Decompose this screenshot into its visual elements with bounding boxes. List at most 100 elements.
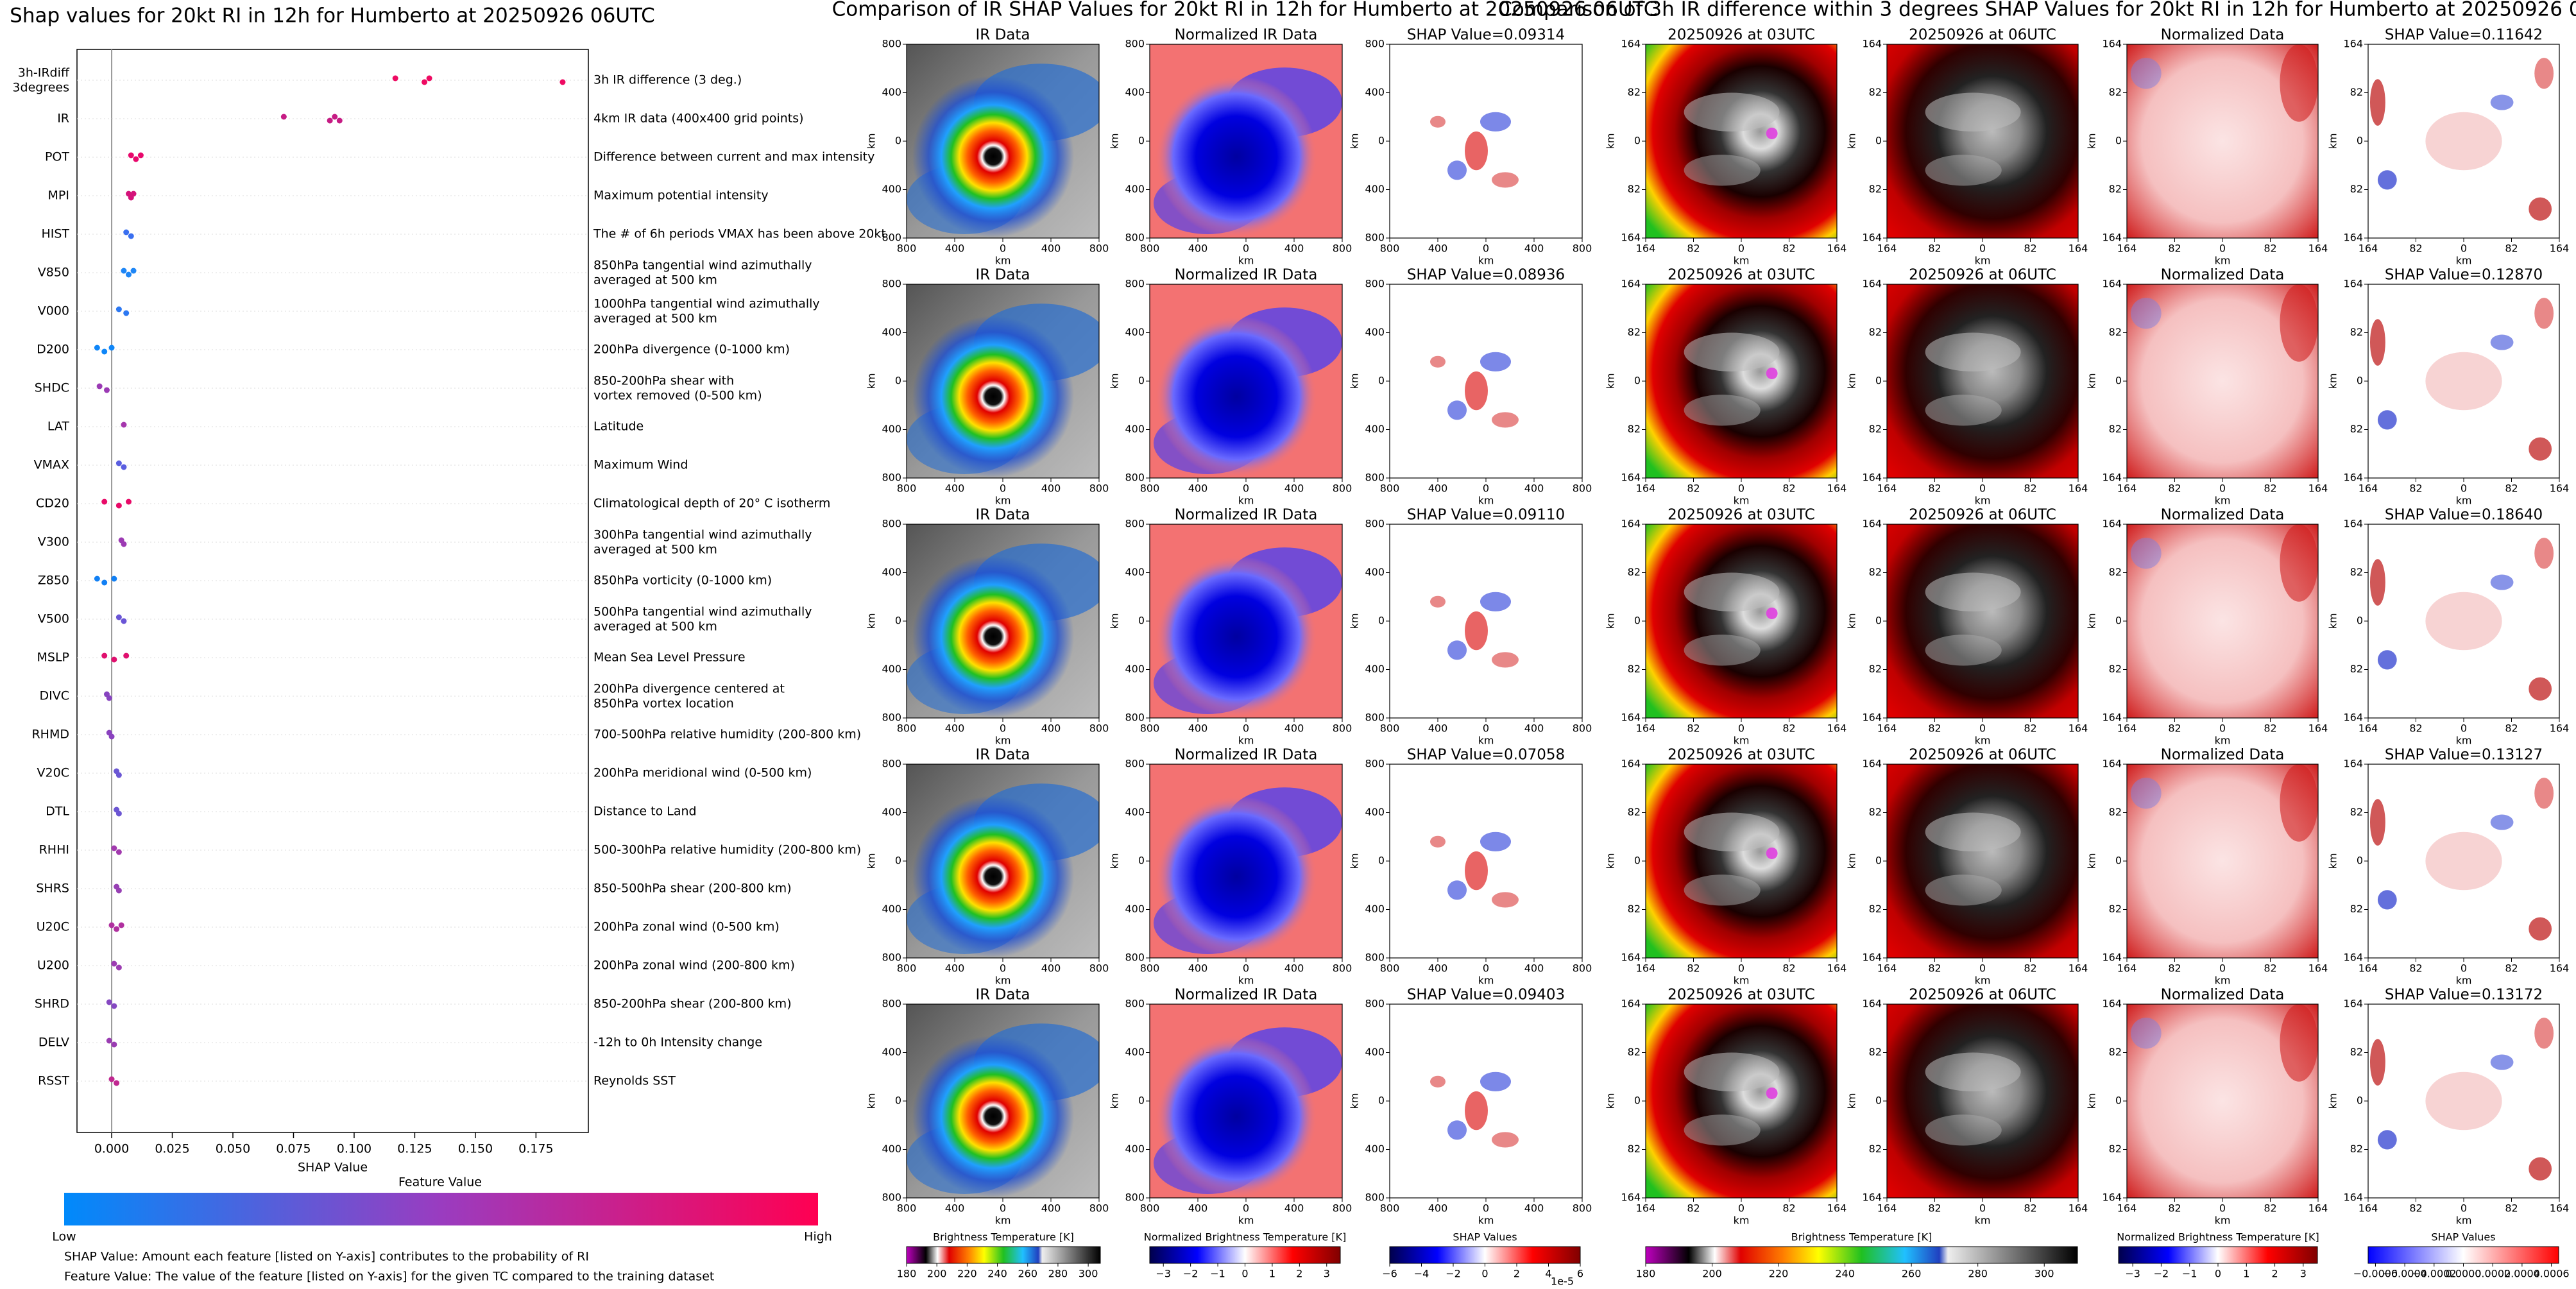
x-tick-label: 82 <box>2168 962 2181 975</box>
y-tick-label: U20C <box>37 920 69 934</box>
image-group <box>1887 284 2078 478</box>
x-tick-label: 0 <box>1979 1202 1986 1215</box>
y-tick-label: 82 <box>2350 183 2363 195</box>
x-tick-label: 400 <box>945 722 965 735</box>
y-tick-label: 0 <box>1634 1095 1641 1107</box>
image-feature <box>1766 847 1778 859</box>
subplot-title: 20250926 at 06UTC <box>1909 987 2056 1003</box>
feature-description: 200hPa divergence centered at 850hPa vort… <box>593 681 785 710</box>
colorbar-tick-label: 280 <box>1968 1268 1988 1280</box>
feature-description: 1000hPa tangential wind azimuthally avera… <box>593 296 820 325</box>
y-tick-label: 0 <box>2115 375 2122 387</box>
y-tick-label: 400 <box>1365 326 1385 338</box>
image-feature <box>2490 814 2514 830</box>
y-tick-label: 82 <box>1869 1046 1882 1058</box>
image-feature <box>2369 799 2385 846</box>
x-axis-label: km <box>1238 735 1254 747</box>
image <box>1887 44 2078 238</box>
x-tick-label: 800 <box>1573 722 1592 735</box>
x-tick-label: 164 <box>1636 482 1656 495</box>
y-tick-label: POT <box>45 150 69 164</box>
y-tick-label: SHRD <box>35 997 69 1011</box>
y-tick-label: 164 <box>1621 712 1641 724</box>
subplot-title: IR Data <box>976 27 1030 44</box>
x-tick-label: 164 <box>2308 722 2328 735</box>
x-tick-label: 82 <box>2024 962 2036 975</box>
x-tick-label: 0 <box>1000 722 1006 735</box>
x-axis-label: km <box>1975 1215 1991 1227</box>
image-group <box>2127 524 2318 718</box>
y-tick-label: 82 <box>1628 903 1641 915</box>
y-tick-label: 400 <box>882 566 901 578</box>
image-feature <box>1492 1132 1519 1148</box>
y-axis-label: km <box>1605 373 1617 389</box>
y-axis-label: km <box>866 133 878 149</box>
feature-description: 200hPa divergence (0-1000 km) <box>593 343 790 357</box>
x-tick-label: 0 <box>1738 243 1744 255</box>
x-tick-label: 0 <box>1979 962 1986 975</box>
shap-point <box>123 310 130 316</box>
y-tick-label: 400 <box>882 806 901 818</box>
colorbar-tick-label: 280 <box>1048 1268 1068 1280</box>
colorbar-low: Low <box>52 1230 76 1244</box>
x-axis-label: km <box>1734 255 1750 267</box>
image-feature <box>1684 812 1780 851</box>
image-feature <box>2425 112 2502 171</box>
feature-description: 3h IR difference (3 deg.) <box>593 73 742 87</box>
y-axis-label: km <box>1109 613 1121 629</box>
y-axis-label: km <box>1349 613 1361 629</box>
subplot-title: SHAP Value=0.13172 <box>2385 987 2543 1003</box>
y-tick-label: 82 <box>1869 86 1882 98</box>
x-tick-label: 0.000 <box>94 1142 129 1156</box>
x-tick-label: 82 <box>2409 1202 2422 1215</box>
y-axis-label: km <box>1109 853 1121 869</box>
image-feature <box>1492 652 1519 668</box>
image <box>1887 524 2078 718</box>
shap-point <box>115 810 122 817</box>
x-tick-label: 164 <box>1827 962 1847 975</box>
x-tick-label: 0 <box>1483 482 1489 495</box>
x-tick-label: 82 <box>1782 722 1795 735</box>
image-feature <box>1430 835 1446 848</box>
y-axis-label: km <box>2086 1093 2098 1109</box>
x-tick-label: 800 <box>1380 722 1400 735</box>
image-feature <box>2529 437 2552 461</box>
x-tick-label: 400 <box>1284 1202 1304 1215</box>
colorbar-tick-label: 300 <box>1079 1268 1098 1280</box>
y-tick-label: 164 <box>1862 998 1882 1010</box>
y-tick-label: 400 <box>1125 1143 1145 1155</box>
x-axis-label: km <box>1238 495 1254 507</box>
x-tick-label: 164 <box>1877 722 1897 735</box>
x-tick-label: 164 <box>1877 482 1897 495</box>
subplot-title: Normalized Data <box>2161 267 2285 284</box>
y-tick-label: 82 <box>1869 326 1882 338</box>
y-tick-label: 164 <box>1621 998 1641 1010</box>
y-tick-label: 82 <box>1628 1143 1641 1155</box>
image-feature <box>2529 197 2552 221</box>
y-axis-label: km <box>1846 373 1858 389</box>
image-feature <box>2280 44 2318 122</box>
image-feature <box>1480 832 1511 851</box>
x-tick-label: 82 <box>2505 722 2518 735</box>
image-group <box>2368 1004 2559 1198</box>
y-tick-label: RHHI <box>39 843 69 857</box>
y-tick-label: V000 <box>38 304 69 318</box>
y-axis-label: km <box>866 373 878 389</box>
y-tick-label: 400 <box>1125 423 1145 435</box>
x-tick-label: 0 <box>1243 1202 1249 1215</box>
x-tick-label: 82 <box>2264 482 2276 495</box>
x-tick-label: 164 <box>2308 962 2328 975</box>
colorbar-tick-label: −3 <box>2125 1268 2140 1280</box>
image-group <box>1150 524 1342 718</box>
y-tick-label: 0 <box>2115 855 2122 867</box>
x-tick-label: 400 <box>1524 482 1544 495</box>
colorbar-offset: 1e-5 <box>1551 1276 1574 1288</box>
x-tick-label: 82 <box>1928 962 1941 975</box>
image-group <box>907 1004 1099 1198</box>
image <box>1887 284 2078 478</box>
x-tick-label: 800 <box>1140 962 1160 975</box>
y-tick-label: CD20 <box>36 497 69 511</box>
x-tick-label: 800 <box>1380 243 1400 255</box>
x-tick-label: 0 <box>1738 962 1744 975</box>
y-tick-label: 0 <box>1634 135 1641 147</box>
